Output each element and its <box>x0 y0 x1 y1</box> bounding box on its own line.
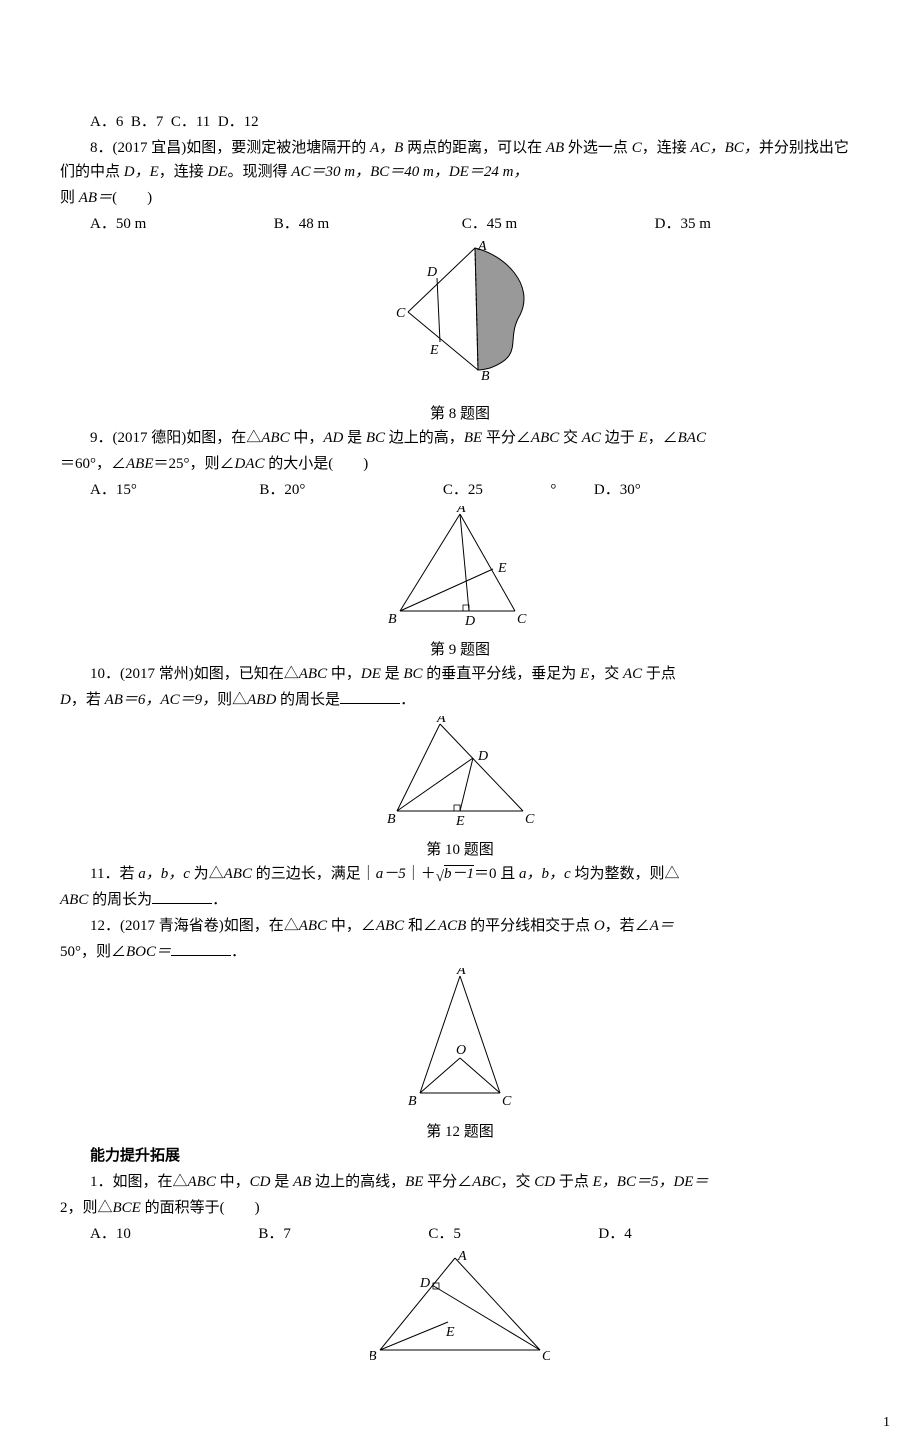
svg-text:C: C <box>502 1094 512 1108</box>
svg-text:E: E <box>429 343 439 358</box>
q9-figure: A B C D E <box>60 506 860 634</box>
svg-text:A: A <box>457 1250 467 1264</box>
svg-text:E: E <box>445 1325 455 1340</box>
svg-text:A: A <box>477 240 487 254</box>
q9-caption: 第 9 题图 <box>60 638 860 662</box>
q7-opt-a: A．6 <box>90 110 123 134</box>
qa1-opt-a: A．10 <box>90 1222 131 1246</box>
q11-blank <box>152 888 212 904</box>
q9-tail: ＝60°，∠ABE＝25°，则∠DAC 的大小是( ) <box>60 452 860 476</box>
q9-opt-d: D．30° <box>594 478 641 502</box>
svg-text:E: E <box>455 814 465 826</box>
q10-text: 10．(2017 常州)如图，已知在△ABC 中，DE 是 BC 的垂直平分线，… <box>60 662 860 686</box>
q8-tail: 则 AB＝( ) <box>60 186 860 210</box>
q7-options: A．6 B．7 C．11 D．12 <box>90 110 860 134</box>
q9-options: A．15° B．20° C．25 ° D．30° <box>90 478 860 502</box>
q9-opt-c: C．25 <box>443 478 483 502</box>
q12-caption: 第 12 题图 <box>60 1120 860 1144</box>
q10-figure: A B C D E <box>60 716 860 834</box>
svg-text:A: A <box>456 506 466 516</box>
svg-text:A: A <box>456 968 466 978</box>
qa1-options: A．10 B．7 C．5 D．4 <box>90 1222 860 1246</box>
svg-text:B: B <box>481 369 490 384</box>
svg-text:B: B <box>387 812 396 826</box>
svg-text:O: O <box>456 1043 466 1058</box>
q12-blank <box>171 940 231 956</box>
svg-text:D: D <box>464 614 475 626</box>
q9-text: 9．(2017 德阳)如图，在△ABC 中，AD 是 BC 边上的高，BE 平分… <box>60 426 860 450</box>
q12-tail: 50°，则∠BOC＝． <box>60 940 860 964</box>
q11-tail: ABC 的周长为． <box>60 888 860 912</box>
svg-text:B: B <box>388 612 397 626</box>
svg-text:D: D <box>477 749 488 764</box>
q8-opt-a: A．50 m <box>90 212 146 236</box>
qa1-text: 1．如图，在△ABC 中，CD 是 AB 边上的高线，BE 平分∠ABC，交 C… <box>60 1170 860 1194</box>
q7-opt-b: B．7 <box>131 110 164 134</box>
q8-opt-b: B．48 m <box>274 212 329 236</box>
qa1-opt-d: D．4 <box>598 1222 631 1246</box>
q12-text: 12．(2017 青海省卷)如图，在△ABC 中，∠ABC 和∠ACB 的平分线… <box>60 914 860 938</box>
q10-caption: 第 10 题图 <box>60 838 860 862</box>
qa1-opt-b: B．7 <box>258 1222 291 1246</box>
q10-blank <box>340 688 400 704</box>
q11-text: 11．若 a，b，c 为△ABC 的三边长，满足｜a－5｜＋√b－1＝0 且 a… <box>60 862 860 886</box>
q10-tail: D，若 AB＝6，AC＝9，则△ABD 的周长是． <box>60 688 860 712</box>
q7-opt-c: C．11 <box>171 110 210 134</box>
svg-text:B: B <box>408 1094 417 1108</box>
svg-text:A: A <box>436 716 446 726</box>
svg-text:D: D <box>426 265 437 280</box>
qa1-tail: 2，则△BCE 的面积等于( ) <box>60 1196 860 1220</box>
page-number: 1 <box>0 1392 920 1434</box>
svg-text:B: B <box>370 1349 377 1360</box>
q8-opt-d: D．35 m <box>655 212 711 236</box>
q8-text: 8．(2017 宜昌)如图，要测定被池塘隔开的 A，B 两点的距离，可以在 AB… <box>60 136 860 184</box>
q9-opt-b: B．20° <box>259 478 305 502</box>
q8-figure: A B C D E <box>60 240 860 398</box>
q8-caption: 第 8 题图 <box>60 402 860 426</box>
svg-text:D: D <box>419 1276 430 1291</box>
q9-opt-a: A．15° <box>90 478 137 502</box>
svg-text:C: C <box>542 1349 550 1360</box>
svg-text:C: C <box>396 306 406 321</box>
section-heading: 能力提升拓展 <box>60 1144 860 1168</box>
qa1-figure: A B C D E <box>60 1250 860 1368</box>
q12-figure: A B C O <box>60 968 860 1116</box>
q8-options: A．50 m B．48 m C．45 m D．35 m <box>90 212 860 236</box>
svg-text:E: E <box>497 561 507 576</box>
q8-opt-c: C．45 m <box>462 212 517 236</box>
q7-opt-d: D．12 <box>218 110 259 134</box>
svg-text:C: C <box>525 812 535 826</box>
svg-text:C: C <box>517 612 527 626</box>
qa1-opt-c: C．5 <box>428 1222 461 1246</box>
